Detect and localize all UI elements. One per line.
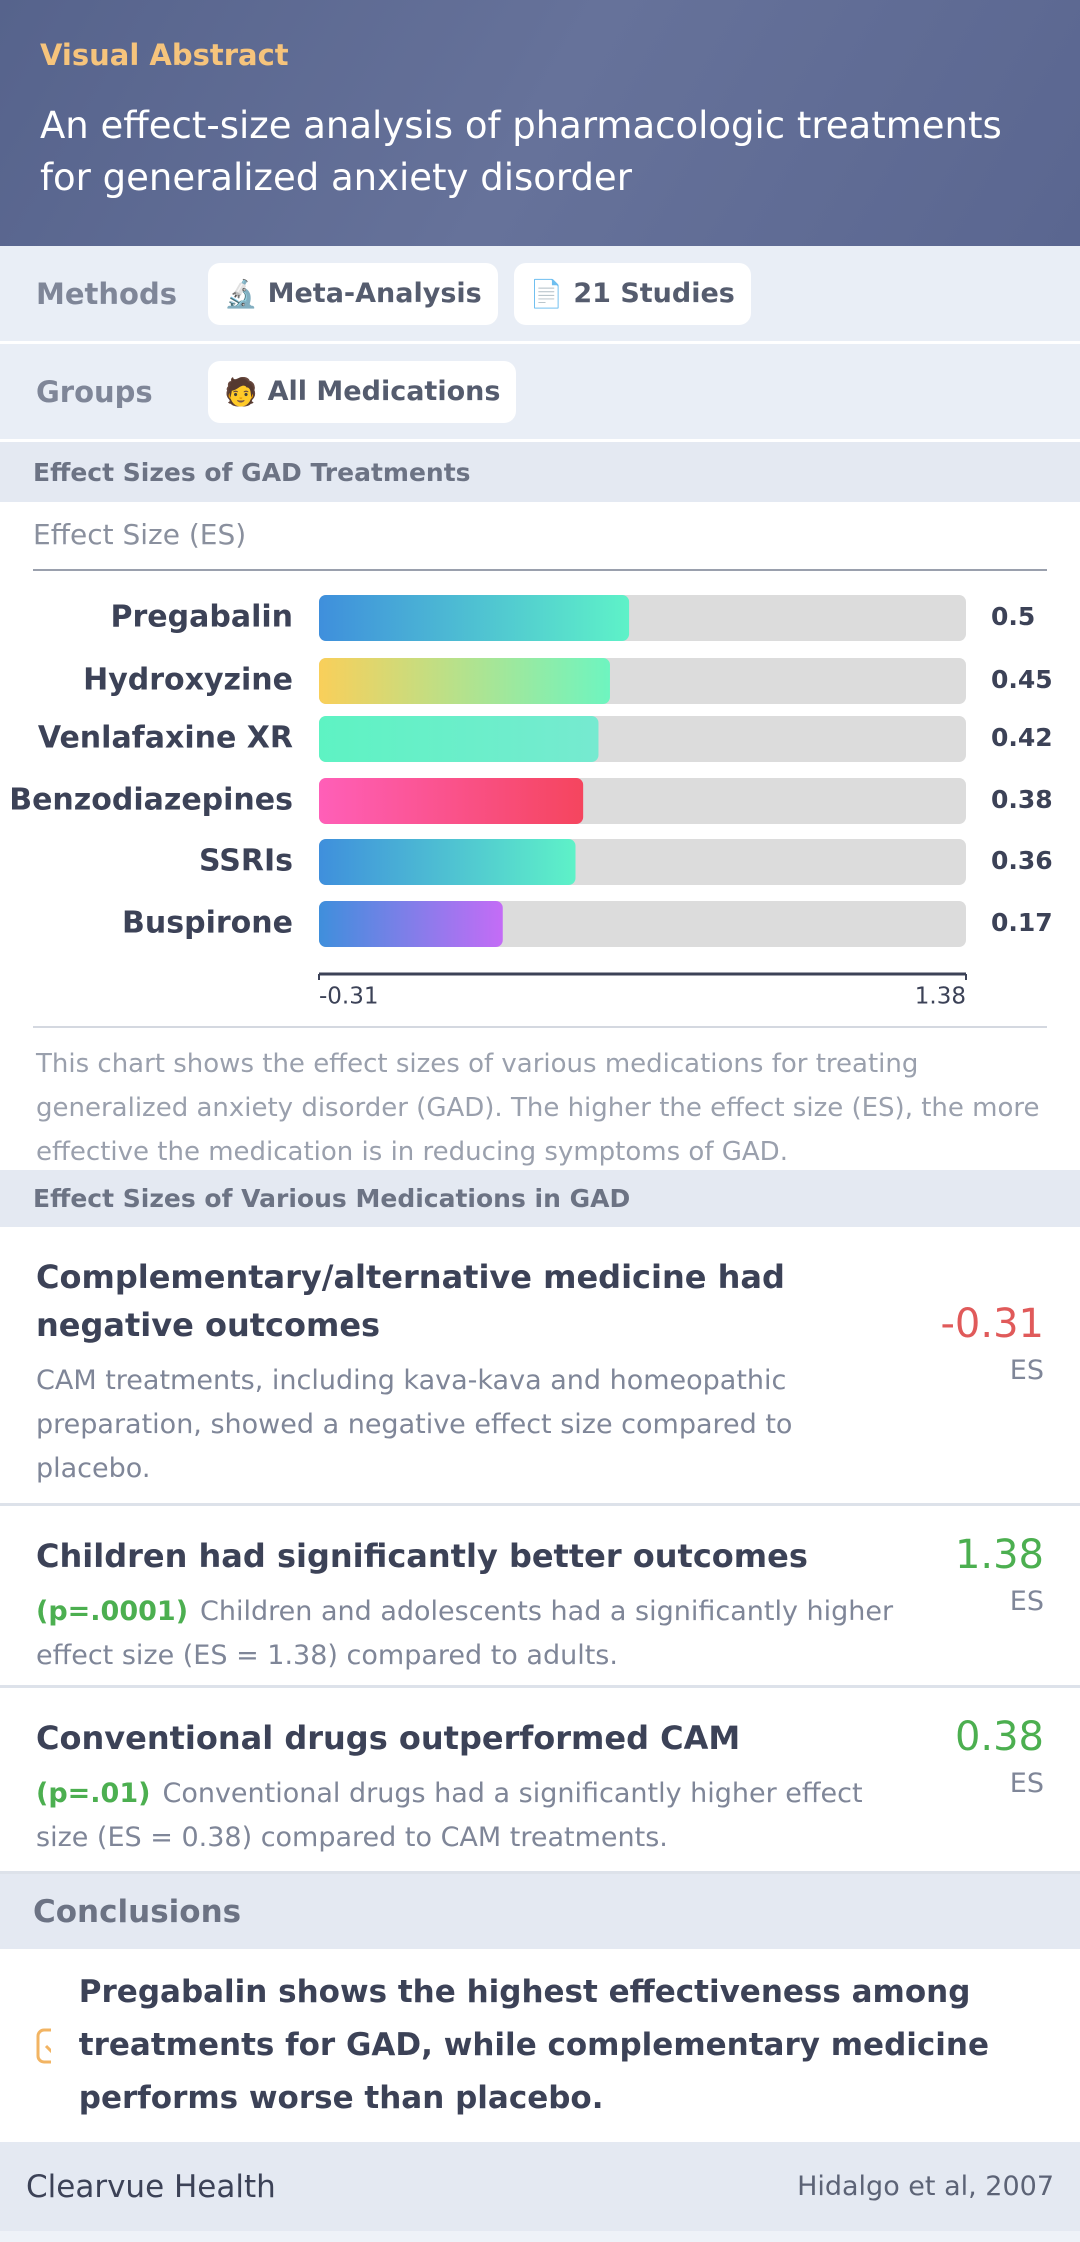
bar [319,716,599,762]
finding-main: Complementary/alternative medicine had n… [36,1253,894,1503]
brand: Clearvue Health [26,2168,276,2205]
citation: Hidalgo et al, 2007 [797,2171,1054,2202]
check-icon [36,2028,51,2063]
conclusions: Pregabalin shows the highest effectivene… [0,1949,1080,2142]
finding-text: CAM treatments, including kava-kava and … [36,1359,894,1491]
finding: Conventional drugs outperformed CAM (p=.0… [0,1688,1080,1874]
stat-value: 0.38 [954,1714,1044,1760]
bar [319,901,503,947]
pill-label: Meta-Analysis [267,278,482,309]
groups-row: Groups 🧑 All Medications [0,344,1080,442]
finding-text: (p=.0001) Children and adolescents had a … [36,1590,894,1678]
value-label: 0.42 [991,723,1053,752]
kicker: Visual Abstract [40,38,289,72]
pill-label: All Medications [267,376,501,407]
p-value: (p=.01) [36,1778,151,1809]
header: Visual Abstract An effect-size analysis … [0,0,1080,246]
value-label: 0.5 [991,602,1035,631]
method-pill: 📄 21 Studies [513,262,751,325]
pill-icon: 📄 [529,278,564,310]
category-label: Hydroxyzine [83,663,293,698]
bar [319,839,576,885]
bar [319,595,630,641]
pill-icon: 🔬 [224,278,258,310]
section-header: Effect Sizes of Various Medications in G… [0,1170,1080,1227]
finding-text: (p=.01) Conventional drugs had a signific… [36,1772,894,1860]
chart-caption: This chart shows the effect sizes of var… [0,1032,1080,1170]
x-tick-label: 1.38 [915,984,966,1010]
finding-stat: 0.38 ES [894,1714,1044,1871]
bar [319,658,610,704]
category-label: Buspirone [122,906,293,941]
x-tick-label: -0.31 [319,984,379,1010]
finding-main: Children had significantly better outcom… [36,1532,894,1685]
finding-body: Conventional drugs had a significantly h… [36,1778,863,1853]
methods-row: Methods 🔬 Meta-Analysis 📄 21 Studies [0,246,1080,344]
findings: Complementary/alternative medicine had n… [0,1227,1080,1874]
pill-icon: 🧑 [224,376,258,408]
finding-body: Children and adolescents had a significa… [36,1596,894,1671]
category-label: Venlafaxine XR [38,721,293,756]
stat-value: 1.38 [954,1532,1044,1578]
value-label: 0.45 [991,665,1053,694]
finding-stat: 1.38 ES [894,1532,1044,1685]
stat-unit: ES [1009,1586,1044,1617]
footer: Clearvue Health Hidalgo et al, 2007 [0,2142,1080,2231]
stat-value: -0.31 [940,1301,1045,1347]
category-label: Benzodiazepines [9,783,293,818]
bar [319,778,584,824]
finding-main: Conventional drugs outperformed CAM (p=.0… [36,1714,894,1871]
finding-title: Complementary/alternative medicine had n… [36,1258,785,1344]
finding: Children had significantly better outcom… [0,1506,1080,1688]
category-label: Pregabalin [111,600,294,635]
axis-title: Effect Size (ES) [33,518,246,551]
finding-body: CAM treatments, including kava-kava and … [36,1365,793,1484]
finding-title: Children had significantly better outcom… [36,1537,808,1575]
value-label: 0.17 [991,908,1053,937]
finding-stat: -0.31 ES [894,1253,1045,1503]
conclusions-header: Conclusions [0,1874,1080,1949]
group-pill: 🧑 All Medications [208,360,517,423]
title: An effect-size analysis of pharmacologic… [40,104,1002,199]
value-label: 0.38 [991,785,1053,814]
category-label: SSRIs [199,844,293,879]
stat-unit: ES [1009,1768,1044,1799]
finding: Complementary/alternative medicine had n… [0,1227,1080,1506]
conclusion-text: Pregabalin shows the highest effectivene… [78,1974,989,2116]
section-header: Effect Sizes of GAD Treatments [0,442,1080,502]
value-label: 0.36 [991,846,1053,875]
row-label: Groups [36,374,153,409]
p-value: (p=.0001) [36,1596,189,1627]
finding-title: Conventional drugs outperformed CAM [36,1719,741,1757]
method-pill: 🔬 Meta-Analysis [208,262,498,325]
row-label: Methods [36,276,177,311]
pill-label: 21 Studies [573,278,735,309]
chart: Effect Size (ES) Pregabalin 0.5 Hydroxyzine… [0,502,1080,1032]
stat-unit: ES [1009,1355,1044,1386]
